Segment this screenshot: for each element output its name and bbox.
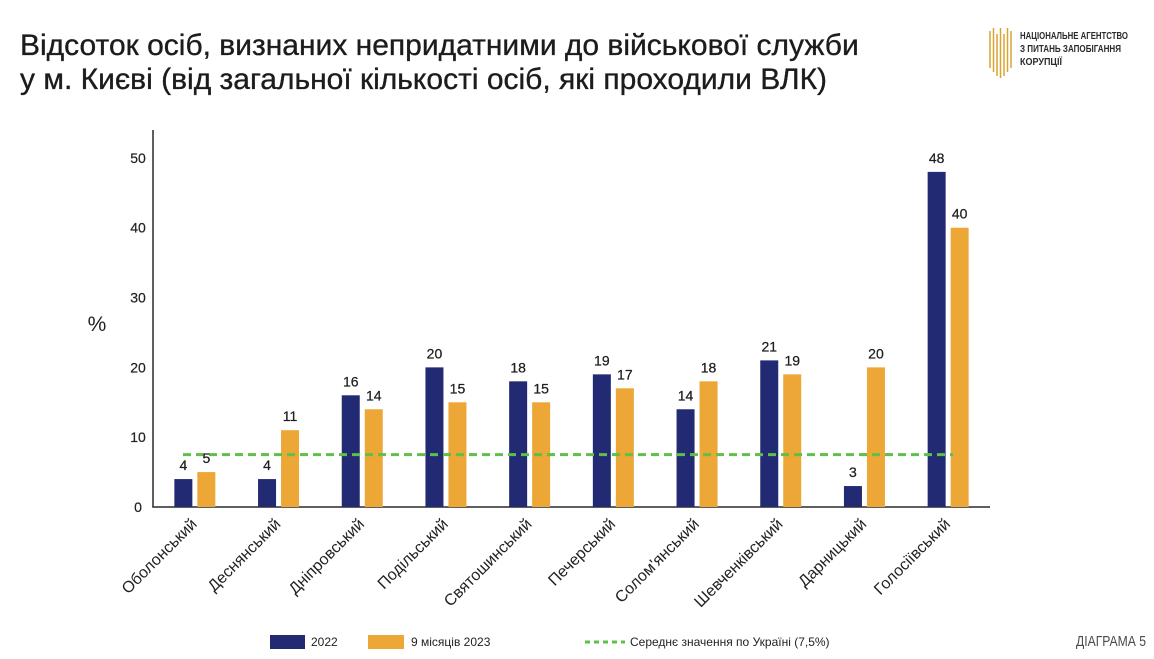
bar-series-1-category-9: [843, 486, 862, 507]
bar-series-1-category-6: [592, 374, 611, 507]
y-tick-label-0: 0: [134, 499, 142, 515]
bar-series-2-category-9: [866, 367, 885, 507]
x-tick-label-7: Солом'янський: [612, 516, 703, 607]
bar-series-1-category-8: [760, 360, 779, 507]
data-label-series-2-category-5: 15: [533, 380, 549, 396]
bar-series-2-category-7: [699, 381, 718, 507]
data-label-series-1-category-3: 16: [343, 373, 359, 389]
x-tick-label-6: Печерський: [545, 516, 619, 590]
legend-label-series-2: 9 місяців 2023: [411, 635, 491, 649]
chart-title: Відсоток осіб, визнаних непридатними до …: [20, 29, 859, 97]
y-tick-label-20: 20: [130, 359, 146, 375]
data-label-series-2-category-4: 15: [450, 380, 466, 396]
x-tick-label-8: Шевченківський: [691, 516, 786, 611]
data-label-series-1-category-2: 4: [263, 457, 271, 473]
y-tick-label-30: 30: [130, 290, 146, 306]
axes: [152, 130, 990, 508]
data-label-series-2-category-2: 11: [283, 408, 298, 424]
data-label-series-2-category-3: 14: [366, 387, 382, 403]
x-tick-label-3: Дніпровський: [286, 516, 368, 598]
logo-text-line-2: З ПИТАНЬ ЗАПОБІГАННЯ: [1020, 43, 1121, 55]
bar-series-1-category-5: [509, 381, 528, 507]
logo-text-line-3: КОРУПЦІЇ: [1020, 55, 1063, 68]
bar-series-1-category-4: [425, 367, 444, 507]
x-tick-label-5: Святошинський: [441, 516, 535, 610]
data-label-series-1-category-8: 21: [761, 338, 777, 354]
data-label-series-1-category-6: 19: [594, 352, 610, 368]
x-tick-labels: Оболонський Деснянський Дніпровський Поділь…: [119, 516, 954, 611]
bars: [174, 171, 969, 508]
bar-series-1-category-2: [258, 479, 277, 507]
y-tick-labels: 0 10 20 30 40 50: [130, 150, 146, 515]
bar-series-1-category-7: [676, 409, 695, 507]
data-label-series-1-category-9: 3: [849, 464, 857, 480]
bar-series-2-category-8: [783, 374, 802, 507]
data-label-series-2-category-9: 20: [868, 345, 884, 361]
data-label-series-2-category-8: 19: [784, 352, 800, 368]
bar-series-2-category-6: [615, 388, 634, 507]
bar-series-2-category-3: [364, 409, 383, 507]
nazk-logo-icon: [989, 28, 1012, 78]
x-tick-label-4: Подільський: [375, 516, 452, 593]
y-tick-label-10: 10: [130, 429, 146, 445]
x-tick-label-9: Дарницький: [795, 516, 870, 591]
bar-series-1-category-10: [927, 171, 946, 507]
data-label-series-1-category-5: 18: [510, 359, 526, 375]
nazk-logo: НАЦІОНАЛЬНЕ АГЕНТСТВО З ПИТАНЬ ЗАПОБІГАН…: [989, 28, 1128, 78]
legend: 2022 9 місяців 2023 Середнє значення по …: [270, 635, 830, 649]
bar-series-1-category-1: [174, 479, 193, 507]
chart-title-line-2: у м. Києві (від загальної кількості осіб…: [20, 63, 828, 96]
legend-swatch-series-1: [270, 635, 305, 649]
bar-series-2-category-1: [197, 472, 216, 507]
data-label-series-1-category-1: 4: [179, 457, 187, 473]
data-label-series-2-category-7: 18: [701, 359, 717, 375]
data-label-series-2-category-6: 17: [617, 366, 633, 382]
y-tick-label-50: 50: [130, 150, 146, 166]
legend-label-reference-line: Середнє значення по Україні (7,5%): [630, 635, 830, 649]
chart-title-line-1: Відсоток осіб, визнаних непридатними до …: [20, 29, 859, 62]
data-label-series-2-category-10: 40: [952, 206, 968, 222]
diagram-number-label: ДІАГРАМА 5: [1076, 633, 1146, 650]
data-label-series-1-category-10: 48: [929, 150, 945, 166]
y-tick-label-40: 40: [130, 220, 146, 236]
bar-series-2-category-10: [950, 227, 969, 508]
bar-series-2-category-2: [281, 430, 300, 507]
data-label-series-2-category-1: 5: [202, 450, 210, 466]
logo-text-line-1: НАЦІОНАЛЬНЕ АГЕНТСТВО: [1020, 30, 1128, 42]
y-axis-label: %: [88, 313, 107, 336]
x-tick-label-10: Голосіївський: [871, 516, 954, 599]
legend-label-series-1: 2022: [311, 635, 338, 649]
legend-swatch-series-2: [368, 635, 404, 649]
x-tick-label-2: Деснянський: [205, 516, 284, 595]
bar-series-1-category-3: [341, 395, 360, 507]
x-tick-label-1: Оболонський: [119, 516, 201, 598]
data-label-series-1-category-4: 20: [427, 345, 443, 361]
data-label-series-1-category-7: 14: [678, 387, 694, 403]
